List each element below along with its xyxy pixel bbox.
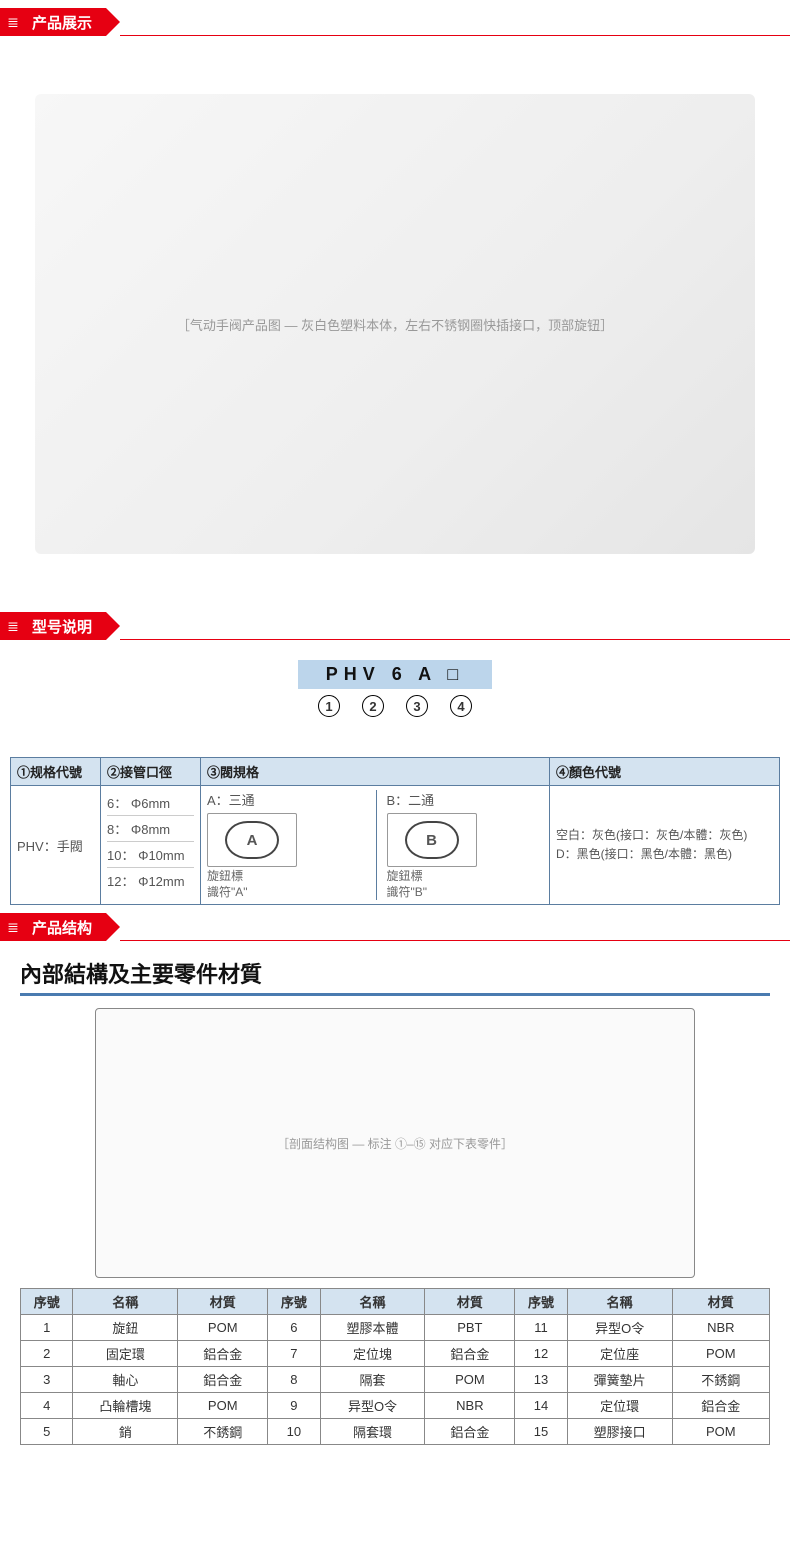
col-header: ③閥規格 (201, 758, 550, 786)
section-title: 型号说明 (26, 612, 106, 640)
model-spec-table: ①规格代號 ②接管口徑 ③閥規格 ④顏色代號 PHV：手閥 6： Φ6mm 8：… (10, 757, 780, 905)
model-code-box: PHV 6 A □ 1 2 3 4 (35, 660, 755, 717)
table-row: 2固定環鋁合金7定位塊鋁合金12定位座POM (21, 1341, 770, 1367)
section-title: 产品结构 (26, 913, 106, 941)
table-row: 5銷不銹鋼10隔套環鋁合金15塑膠接口POM (21, 1419, 770, 1445)
parts-table: 序號 名稱 材質 序號 名稱 材質 序號 名稱 材質 1旋鈕POM6塑膠本體PB… (20, 1288, 770, 1445)
spec-code-cell: PHV：手閥 (11, 786, 101, 905)
section-title: 产品展示 (26, 8, 106, 36)
list-icon: ≣ (0, 612, 26, 640)
col-header: ④顏色代號 (550, 758, 780, 786)
pipe-diameter-cell: 6： Φ6mm 8： Φ8mm 10： Φ10mm 12： Φ12mm (101, 786, 201, 905)
product-image-area: ［气动手阀产品图 — 灰白色塑料本体，左右不锈钢圈快插接口，顶部旋钮］ (0, 44, 790, 604)
header-line (120, 8, 790, 36)
table-row: 1旋鈕POM6塑膠本體PBT11异型O令NBR (21, 1315, 770, 1341)
knob-icon-a: A (207, 813, 297, 867)
col-header: ②接管口徑 (101, 758, 201, 786)
color-code-cell: 空白：灰色(接口：灰色/本體：灰色) D：黑色(接口：黑色/本體：黑色) (550, 786, 780, 905)
section-header-structure: ≣ 产品结构 (0, 913, 790, 941)
section-header-display: ≣ 产品展示 (0, 8, 790, 36)
product-photo-placeholder: ［气动手阀产品图 — 灰白色塑料本体，左右不锈钢圈快插接口，顶部旋钮］ (35, 94, 755, 554)
col-header: ①规格代號 (11, 758, 101, 786)
structure-area: 內部結構及主要零件材質 ［剖面结构图 — 标注 ①–⑮ 对应下表零件］ 序號 名… (0, 949, 790, 1457)
structure-diagram-placeholder: ［剖面结构图 — 标注 ①–⑮ 对应下表零件］ (95, 1008, 695, 1278)
model-spec-area: PHV 6 A □ 1 2 3 4 ①规格代號 ②接管口徑 ③閥規格 ④顏色代號… (0, 648, 790, 905)
structure-title: 內部結構及主要零件材質 (20, 957, 770, 996)
knob-icon-b: B (387, 813, 477, 867)
list-icon: ≣ (0, 8, 26, 36)
header-line (120, 913, 790, 941)
model-code-text: PHV 6 A □ (298, 660, 493, 689)
table-row: 4凸輪槽塊POM9异型O令NBR14定位環鋁合金 (21, 1393, 770, 1419)
list-icon: ≣ (0, 913, 26, 941)
header-line (120, 612, 790, 640)
section-header-model: ≣ 型号说明 (0, 612, 790, 640)
parts-header-row: 序號 名稱 材質 序號 名稱 材質 序號 名稱 材質 (21, 1289, 770, 1315)
table-row: 3軸心鋁合金8隔套POM13彈簧墊片不銹鋼 (21, 1367, 770, 1393)
valve-spec-cell: A：三通 A 旋鈕標 識符"A" B：二通 B 旋鈕標 識符"B" (201, 786, 550, 905)
model-code-indices: 1 2 3 4 (35, 695, 755, 717)
